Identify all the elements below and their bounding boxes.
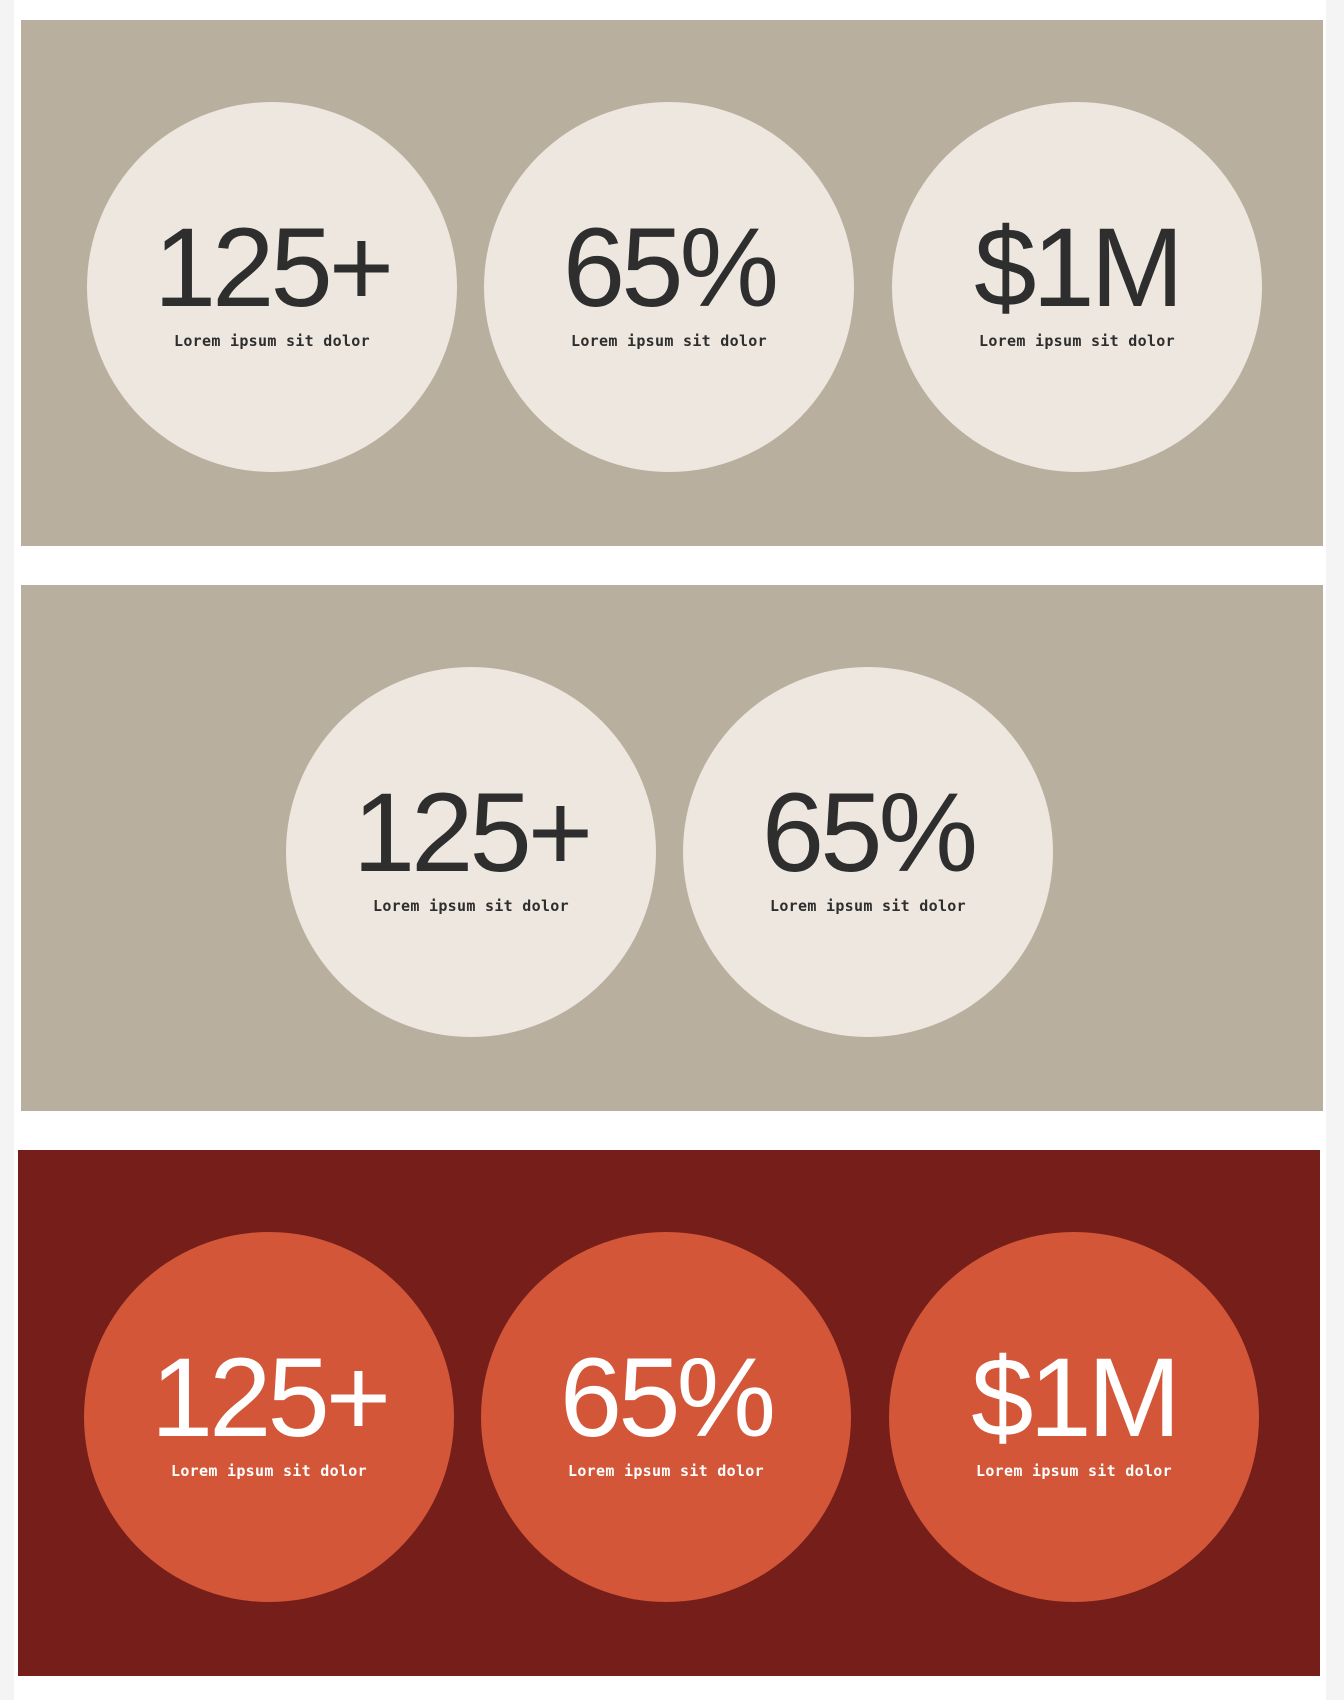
- stats-section-two: 125+ Lorem ipsum sit dolor 65% Lorem ips…: [21, 585, 1323, 1111]
- stat-label: Lorem ipsum sit dolor: [979, 332, 1175, 350]
- stat-label: Lorem ipsum sit dolor: [171, 1462, 367, 1480]
- stat-value: 125+: [150, 1335, 391, 1460]
- stat-circle: 125+ Lorem ipsum sit dolor: [84, 1232, 454, 1602]
- stat-circle: 65% Lorem ipsum sit dolor: [481, 1232, 851, 1602]
- stats-section-three: 125+ Lorem ipsum sit dolor 65% Lorem ips…: [21, 20, 1323, 546]
- stat-label: Lorem ipsum sit dolor: [568, 1462, 764, 1480]
- stat-circle: 65% Lorem ipsum sit dolor: [484, 102, 854, 472]
- stat-label: Lorem ipsum sit dolor: [770, 897, 966, 915]
- stat-value: $1M: [971, 1335, 1181, 1460]
- stat-circle: $1M Lorem ipsum sit dolor: [892, 102, 1262, 472]
- stat-label: Lorem ipsum sit dolor: [373, 897, 569, 915]
- stat-circle: 65% Lorem ipsum sit dolor: [683, 667, 1053, 1037]
- stat-value: 65%: [761, 770, 978, 895]
- stat-label: Lorem ipsum sit dolor: [174, 332, 370, 350]
- stat-value: 65%: [559, 1335, 776, 1460]
- stat-value: $1M: [974, 205, 1184, 330]
- stats-section-three-dark: 125+ Lorem ipsum sit dolor 65% Lorem ips…: [18, 1150, 1320, 1676]
- stat-label: Lorem ipsum sit dolor: [976, 1462, 1172, 1480]
- stat-circle: 125+ Lorem ipsum sit dolor: [286, 667, 656, 1037]
- stat-value: 125+: [352, 770, 593, 895]
- stat-circle: $1M Lorem ipsum sit dolor: [889, 1232, 1259, 1602]
- stat-circle: 125+ Lorem ipsum sit dolor: [87, 102, 457, 472]
- stat-label: Lorem ipsum sit dolor: [571, 332, 767, 350]
- stat-value: 125+: [153, 205, 394, 330]
- page: 125+ Lorem ipsum sit dolor 65% Lorem ips…: [14, 0, 1326, 1700]
- stat-value: 65%: [562, 205, 779, 330]
